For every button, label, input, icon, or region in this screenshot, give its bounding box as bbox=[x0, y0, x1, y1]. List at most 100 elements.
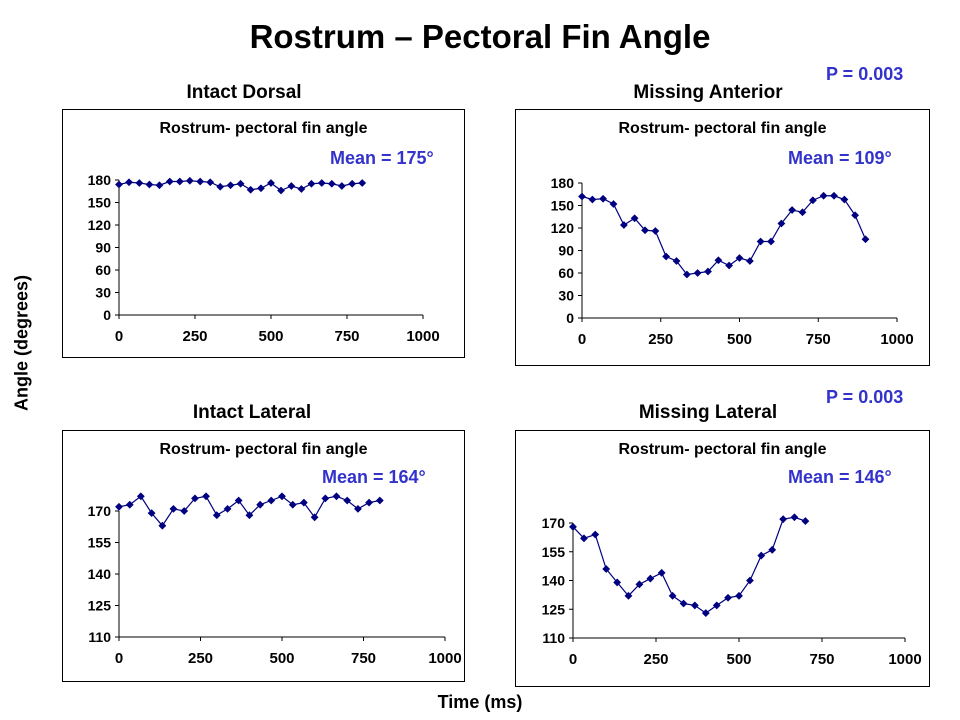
chart-plot-missing-lateral: 110 125 140 155 170 0 250 500 750 1000 bbox=[542, 513, 922, 668]
data-point bbox=[115, 502, 123, 511]
y-tick-label: 150 bbox=[88, 195, 112, 211]
data-point bbox=[223, 504, 232, 513]
x-tick-label: 750 bbox=[351, 650, 376, 667]
x-tick-label: 1000 bbox=[880, 331, 913, 348]
p-value-top: P = 0.003 bbox=[826, 64, 904, 84]
data-point bbox=[202, 492, 210, 501]
y-tick-label: 90 bbox=[558, 243, 574, 259]
data-point bbox=[679, 599, 688, 608]
y-tick-label: 170 bbox=[88, 503, 112, 519]
data-point bbox=[267, 179, 275, 187]
x-tick-label: 250 bbox=[188, 650, 213, 667]
y-tick-label: 60 bbox=[95, 262, 111, 278]
chart-plot-missing-anterior: 0 30 60 90 120 150 180 0 250 500 750 1000 bbox=[551, 175, 914, 348]
x-tick-label: 250 bbox=[182, 328, 207, 345]
data-point bbox=[588, 195, 597, 204]
data-point bbox=[245, 511, 254, 520]
data-point bbox=[332, 492, 341, 501]
chart-title: Rostrum- pectoral fin angle bbox=[159, 441, 368, 458]
p-value-bottom: P = 0.003 bbox=[826, 387, 904, 407]
data-point bbox=[767, 237, 775, 246]
data-point bbox=[256, 500, 265, 509]
x-tick-label: 500 bbox=[258, 328, 283, 345]
data-point bbox=[288, 500, 297, 509]
y-tick-label: 0 bbox=[103, 307, 111, 323]
x-tick-label: 1000 bbox=[888, 651, 921, 668]
data-point bbox=[725, 261, 734, 270]
data-point bbox=[317, 179, 326, 187]
data-point bbox=[155, 181, 164, 190]
x-tick-label: 500 bbox=[269, 650, 294, 667]
data-point bbox=[175, 177, 184, 186]
data-point bbox=[267, 496, 276, 505]
data-point bbox=[226, 181, 235, 190]
data-point bbox=[668, 591, 677, 600]
data-point bbox=[798, 208, 807, 217]
x-tick-label: 250 bbox=[648, 331, 673, 348]
panel-title-intact-lateral: Intact Lateral bbox=[192, 402, 312, 423]
x-tick-label: 0 bbox=[578, 331, 586, 348]
data-point bbox=[830, 191, 838, 200]
data-point bbox=[299, 498, 308, 507]
chart-title: Rostrum- pectoral fin angle bbox=[159, 120, 368, 137]
x-axis-title: Time (ms) bbox=[437, 692, 523, 712]
data-point bbox=[701, 609, 710, 617]
mean-label-missing-lateral: Mean = 146° bbox=[788, 467, 892, 487]
data-point bbox=[735, 254, 744, 262]
data-point bbox=[358, 179, 367, 187]
data-point bbox=[169, 504, 178, 513]
data-point bbox=[624, 591, 633, 600]
data-point bbox=[191, 494, 199, 503]
y-tick-label: 120 bbox=[88, 217, 112, 233]
mean-label-intact-lateral: Mean = 164° bbox=[322, 467, 426, 487]
data-point bbox=[609, 200, 618, 208]
chart-plot-intact-lateral: 110 125 140 155 170 0 250 500 750 1000 bbox=[88, 492, 462, 667]
data-point bbox=[234, 496, 243, 505]
data-point bbox=[745, 257, 754, 265]
data-point bbox=[851, 211, 860, 220]
chart-plot-intact-dorsal: 0 30 60 90 120 150 180 0 250 500 750 1000 bbox=[88, 172, 440, 345]
data-point bbox=[646, 574, 655, 583]
series-line bbox=[572, 516, 806, 614]
data-point bbox=[808, 196, 817, 205]
data-point bbox=[158, 521, 167, 530]
x-tick-label: 0 bbox=[115, 328, 123, 345]
y-tick-label: 120 bbox=[551, 220, 575, 236]
y-tick-label: 0 bbox=[566, 310, 574, 326]
data-point bbox=[580, 534, 588, 543]
data-point bbox=[257, 184, 265, 193]
data-point bbox=[599, 194, 608, 203]
data-point bbox=[246, 185, 255, 194]
mean-label-missing-anterior: Mean = 109° bbox=[788, 148, 892, 168]
data-point bbox=[790, 513, 799, 522]
data-point bbox=[212, 511, 221, 520]
data-point bbox=[297, 185, 306, 193]
y-tick-label: 150 bbox=[551, 198, 575, 214]
x-tick-label: 750 bbox=[809, 651, 834, 668]
data-point bbox=[746, 576, 754, 585]
y-tick-label: 125 bbox=[542, 601, 566, 617]
x-tick-label: 1000 bbox=[428, 650, 461, 667]
data-point bbox=[777, 219, 786, 228]
data-point bbox=[757, 551, 766, 560]
data-point bbox=[236, 179, 245, 188]
data-point bbox=[641, 226, 649, 235]
data-point bbox=[216, 182, 225, 191]
panel-title-missing-lateral: Missing Lateral bbox=[638, 402, 778, 423]
y-tick-label: 140 bbox=[542, 573, 566, 589]
data-point bbox=[682, 270, 691, 279]
data-point bbox=[145, 180, 154, 189]
y-tick-label: 140 bbox=[88, 566, 112, 582]
data-point bbox=[619, 221, 628, 229]
data-point bbox=[321, 494, 330, 503]
data-point bbox=[657, 568, 666, 577]
data-point bbox=[861, 235, 870, 244]
y-tick-label: 110 bbox=[88, 629, 111, 645]
y-tick-label: 180 bbox=[88, 172, 112, 188]
data-point bbox=[635, 580, 644, 589]
data-point bbox=[135, 179, 144, 187]
y-tick-label: 110 bbox=[542, 630, 565, 646]
x-tick-label: 500 bbox=[727, 331, 752, 348]
data-point bbox=[180, 507, 189, 515]
data-point bbox=[779, 515, 788, 524]
